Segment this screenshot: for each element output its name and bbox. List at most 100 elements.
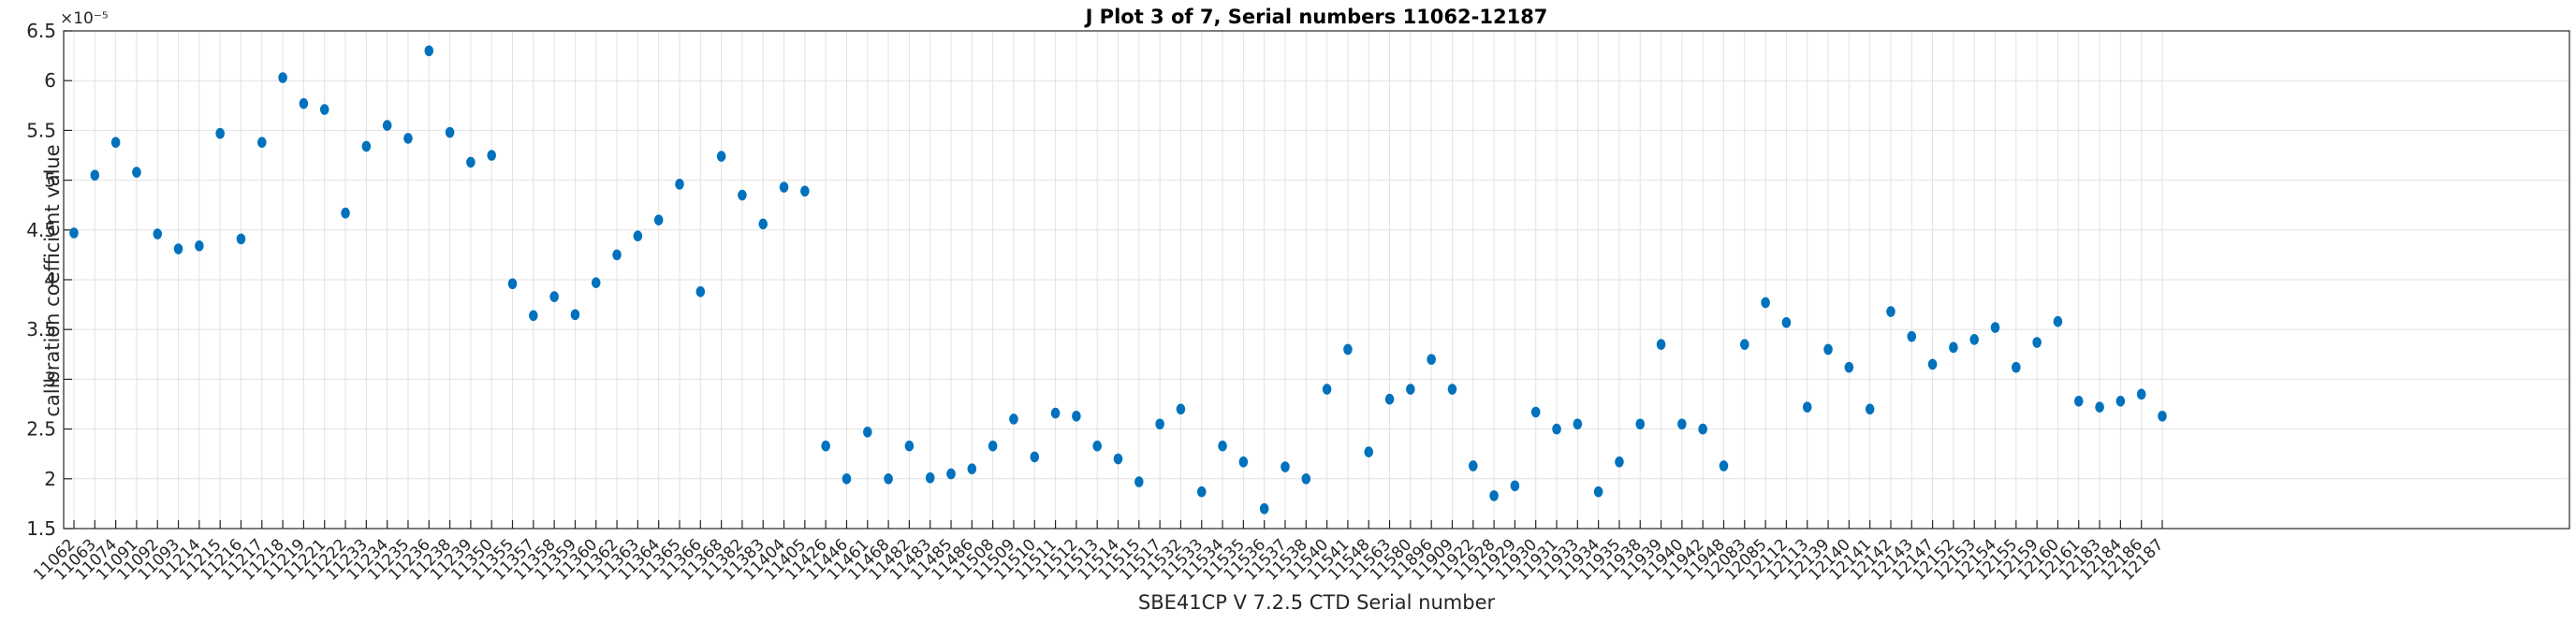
data-point xyxy=(1781,316,1792,328)
data-point xyxy=(1176,403,1186,415)
data-point xyxy=(341,207,350,219)
data-point xyxy=(1719,460,1729,472)
data-point xyxy=(382,120,392,131)
y-tick-label: 6 xyxy=(44,69,56,92)
data-point xyxy=(1322,384,1332,395)
data-point xyxy=(1865,403,1875,415)
y-tick-label: 1.5 xyxy=(26,517,56,540)
data-point xyxy=(738,189,747,201)
data-point xyxy=(1050,407,1061,419)
data-point xyxy=(424,45,434,57)
y-tick-label: 2 xyxy=(44,468,56,490)
data-point xyxy=(403,133,413,144)
data-point xyxy=(132,167,141,178)
data-point xyxy=(1573,418,1583,430)
y-tick-label: 4 xyxy=(44,268,56,291)
data-point xyxy=(675,179,684,190)
data-point xyxy=(1635,418,1646,430)
data-point xyxy=(1218,440,1227,452)
y-axis-label: calibration coefficient value xyxy=(41,144,64,417)
data-point xyxy=(904,440,915,452)
data-point xyxy=(862,426,872,438)
data-point xyxy=(487,150,496,161)
data-point xyxy=(612,249,622,261)
data-point xyxy=(2136,388,2146,400)
data-point xyxy=(361,140,372,152)
data-point xyxy=(1990,322,2000,333)
data-point xyxy=(925,472,935,484)
data-point xyxy=(884,473,893,485)
data-point xyxy=(1552,423,1561,435)
data-point xyxy=(1406,384,1415,395)
data-point xyxy=(236,233,246,245)
y-tick-label: 2.5 xyxy=(26,418,56,441)
data-point xyxy=(1761,297,1770,309)
data-point xyxy=(842,473,852,485)
data-point xyxy=(570,309,580,321)
data-point xyxy=(1447,384,1457,395)
data-point xyxy=(1927,358,1938,370)
data-point xyxy=(967,463,977,474)
data-point xyxy=(2032,337,2042,348)
data-point xyxy=(2115,396,2126,407)
data-point xyxy=(1677,418,1687,430)
data-point xyxy=(1427,354,1436,365)
data-point xyxy=(2073,396,2084,407)
data-point xyxy=(1196,486,1207,498)
data-point xyxy=(988,440,998,452)
data-point xyxy=(2012,361,2021,373)
y-axis-exponent-label: ×10⁻⁵ xyxy=(60,9,109,28)
data-point xyxy=(110,137,121,148)
y-tick-label: 4.5 xyxy=(26,219,56,241)
data-point xyxy=(466,156,476,168)
data-point xyxy=(821,440,830,452)
data-point xyxy=(1468,460,1478,472)
x-axis-label: SBE41CP V 7.2.5 CTD Serial number xyxy=(1137,591,1496,614)
y-tick-label: 3.5 xyxy=(26,318,56,341)
data-point xyxy=(1949,341,1958,354)
data-point xyxy=(779,181,789,193)
data-point xyxy=(299,97,309,109)
data-point xyxy=(256,137,267,148)
y-tick-label: 5 xyxy=(44,169,56,192)
data-point xyxy=(2158,410,2167,422)
data-point xyxy=(758,218,768,230)
data-point xyxy=(1009,414,1018,425)
data-point xyxy=(1698,423,1707,435)
data-point xyxy=(1072,410,1081,422)
data-point xyxy=(1155,418,1164,430)
data-point xyxy=(529,310,538,322)
data-point xyxy=(1343,343,1353,356)
data-point xyxy=(716,151,726,162)
data-point xyxy=(1364,446,1374,457)
data-point xyxy=(1886,306,1895,317)
data-point xyxy=(1113,453,1123,465)
data-point xyxy=(90,169,100,181)
data-point xyxy=(1259,502,1269,515)
data-point xyxy=(653,214,664,225)
data-point xyxy=(549,291,559,302)
y-tick-label: 3 xyxy=(44,368,56,390)
data-point xyxy=(1593,486,1603,498)
data-point xyxy=(695,285,706,297)
data-point xyxy=(1823,343,1833,356)
data-point xyxy=(1384,393,1395,405)
data-point xyxy=(800,185,810,197)
data-point xyxy=(2095,401,2104,413)
y-tick-label: 5.5 xyxy=(26,119,56,141)
data-point xyxy=(195,240,204,252)
data-point xyxy=(1740,339,1749,350)
y-tick-label: 6.5 xyxy=(26,20,56,42)
data-point xyxy=(1510,480,1520,492)
data-point xyxy=(215,127,225,139)
data-point xyxy=(1530,406,1541,418)
data-point xyxy=(633,230,643,241)
data-point xyxy=(1489,490,1499,501)
data-point xyxy=(1656,339,1666,350)
data-point xyxy=(591,277,601,288)
data-point xyxy=(153,228,163,239)
data-point xyxy=(278,72,287,83)
data-point xyxy=(1030,451,1040,463)
